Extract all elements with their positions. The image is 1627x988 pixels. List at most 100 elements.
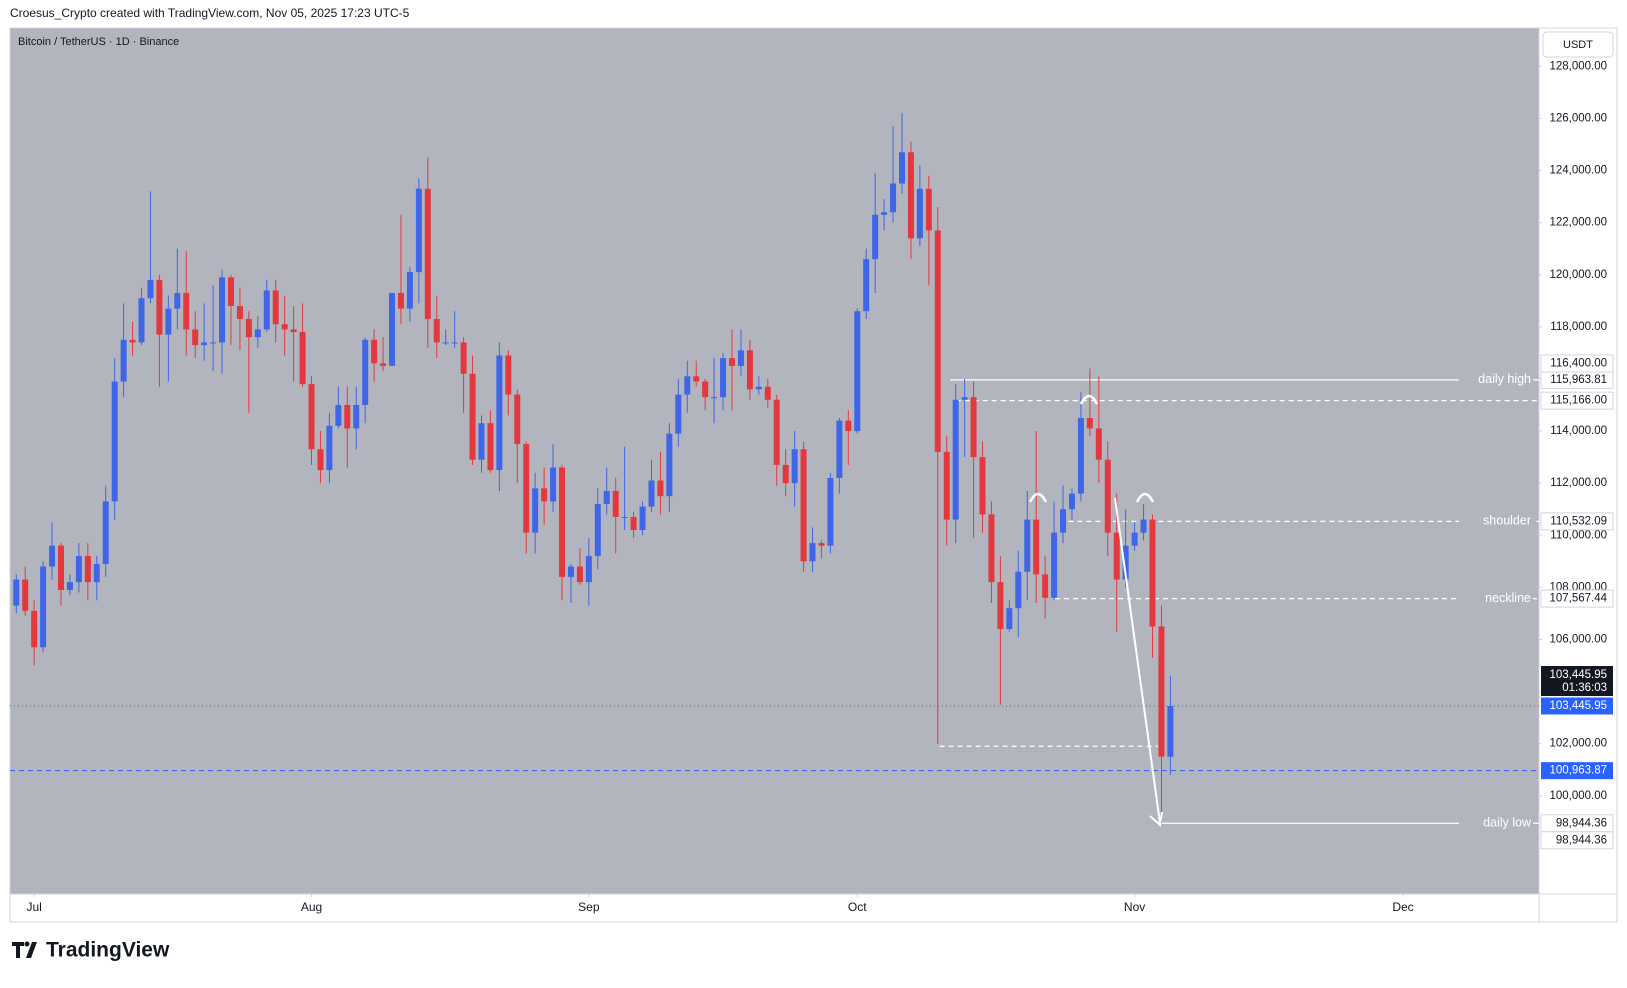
candle-body bbox=[22, 579, 29, 611]
candle-body bbox=[57, 545, 64, 590]
y-tick-label: 112,000.00 bbox=[1550, 477, 1607, 489]
candle-body bbox=[1051, 532, 1058, 598]
candle-body bbox=[254, 329, 261, 338]
y-tick-label: 106,000.00 bbox=[1549, 633, 1607, 645]
candle-body bbox=[424, 188, 431, 320]
last-price-bg bbox=[1541, 666, 1613, 697]
candle-body bbox=[317, 449, 324, 471]
candle-body bbox=[988, 514, 995, 583]
candle-body bbox=[630, 517, 637, 531]
axis-label-bg bbox=[1541, 697, 1613, 715]
candle-body bbox=[210, 342, 217, 344]
candle-body bbox=[49, 545, 56, 567]
candle-body bbox=[1158, 626, 1165, 757]
candle-body bbox=[389, 292, 396, 366]
candle-body bbox=[702, 381, 709, 398]
credit: Croesus_Crypto created with TradingView.… bbox=[10, 6, 410, 20]
candle-body bbox=[281, 324, 288, 330]
candle-body bbox=[621, 517, 628, 519]
axis-label: 98,944.36 bbox=[1556, 817, 1607, 829]
candle-body bbox=[1006, 608, 1013, 630]
candle-body bbox=[66, 582, 73, 590]
candle-body bbox=[693, 376, 700, 382]
candle-body bbox=[40, 566, 47, 648]
candle-body bbox=[881, 212, 888, 215]
candle-body bbox=[997, 582, 1004, 630]
candle-body bbox=[1113, 532, 1120, 580]
candle-body bbox=[174, 292, 181, 309]
candle-body bbox=[1015, 571, 1022, 609]
candle-body bbox=[666, 433, 673, 497]
candle-body bbox=[764, 386, 771, 400]
candle-body bbox=[585, 556, 592, 583]
candle-body bbox=[746, 350, 753, 390]
trend-arrow bbox=[1114, 497, 1161, 824]
axis-label-bg bbox=[1540, 354, 1614, 373]
level-label-bg bbox=[1459, 815, 1533, 832]
x-tick-label: Dec bbox=[1392, 900, 1413, 914]
brand-name: TradingView bbox=[46, 939, 170, 962]
shoulder-arc bbox=[1135, 492, 1155, 503]
candle-body bbox=[532, 488, 539, 533]
level-label: daily low bbox=[1483, 816, 1532, 830]
axis-label-bg bbox=[1540, 589, 1614, 608]
candle-body bbox=[907, 152, 914, 239]
candle-body bbox=[1060, 509, 1067, 533]
y-tick-label: 124,000.00 bbox=[1549, 165, 1607, 177]
y-tick-label: 122,000.00 bbox=[1549, 217, 1607, 229]
candle-body bbox=[371, 339, 378, 364]
candle-body bbox=[791, 449, 798, 484]
candle-body bbox=[711, 397, 718, 399]
candle-body bbox=[1095, 428, 1102, 460]
candle-body bbox=[514, 394, 521, 445]
logo-dot bbox=[24, 941, 30, 947]
candle-body bbox=[1042, 574, 1049, 598]
candle-body bbox=[478, 423, 485, 460]
candle-body bbox=[102, 501, 109, 564]
candle-body bbox=[1131, 532, 1138, 546]
candle-body bbox=[147, 279, 154, 299]
candle-body bbox=[675, 394, 682, 434]
candle-body bbox=[469, 373, 476, 460]
candle-body bbox=[460, 342, 467, 374]
candle-body bbox=[1086, 418, 1093, 429]
x-tick-label: Aug bbox=[301, 900, 322, 914]
y-tick-label: 120,000.00 bbox=[1549, 269, 1607, 281]
candle-body bbox=[93, 563, 100, 583]
x-tick-label: Nov bbox=[1124, 900, 1145, 914]
currency-button[interactable] bbox=[1542, 31, 1614, 58]
logo-mark bbox=[12, 942, 37, 958]
level-label: neckline bbox=[1485, 591, 1531, 605]
candle-body bbox=[362, 339, 369, 405]
candle-body bbox=[1104, 459, 1111, 533]
candle-body bbox=[559, 467, 566, 577]
candle-body bbox=[75, 556, 82, 583]
currency-label[interactable]: USDT bbox=[1563, 39, 1593, 51]
candle-body bbox=[129, 339, 136, 343]
candle-body bbox=[84, 556, 91, 583]
candle-body bbox=[1149, 519, 1156, 627]
candle-body bbox=[236, 305, 243, 320]
candle-body bbox=[263, 290, 270, 330]
candle-body bbox=[227, 277, 234, 306]
brand-logo bbox=[12, 941, 37, 958]
arrow-head bbox=[1149, 811, 1163, 827]
axis-label: 98,944.36 bbox=[1556, 834, 1607, 846]
candle-body bbox=[13, 579, 20, 606]
axis-label-bg bbox=[1540, 831, 1614, 850]
axis-label: 107,567.44 bbox=[1549, 593, 1607, 605]
candle-body bbox=[290, 329, 297, 333]
candle-body bbox=[863, 259, 870, 312]
candle-body bbox=[496, 355, 503, 471]
shoulder-arc bbox=[1028, 492, 1048, 503]
candle-body bbox=[1068, 493, 1075, 510]
candle-body bbox=[737, 350, 744, 366]
candle-body bbox=[550, 467, 557, 502]
candle-body bbox=[800, 449, 807, 562]
candle-body bbox=[854, 311, 861, 432]
candle-body bbox=[183, 292, 190, 330]
candle-body bbox=[782, 464, 789, 484]
candle-body bbox=[594, 503, 601, 557]
candle-body bbox=[1122, 545, 1129, 580]
